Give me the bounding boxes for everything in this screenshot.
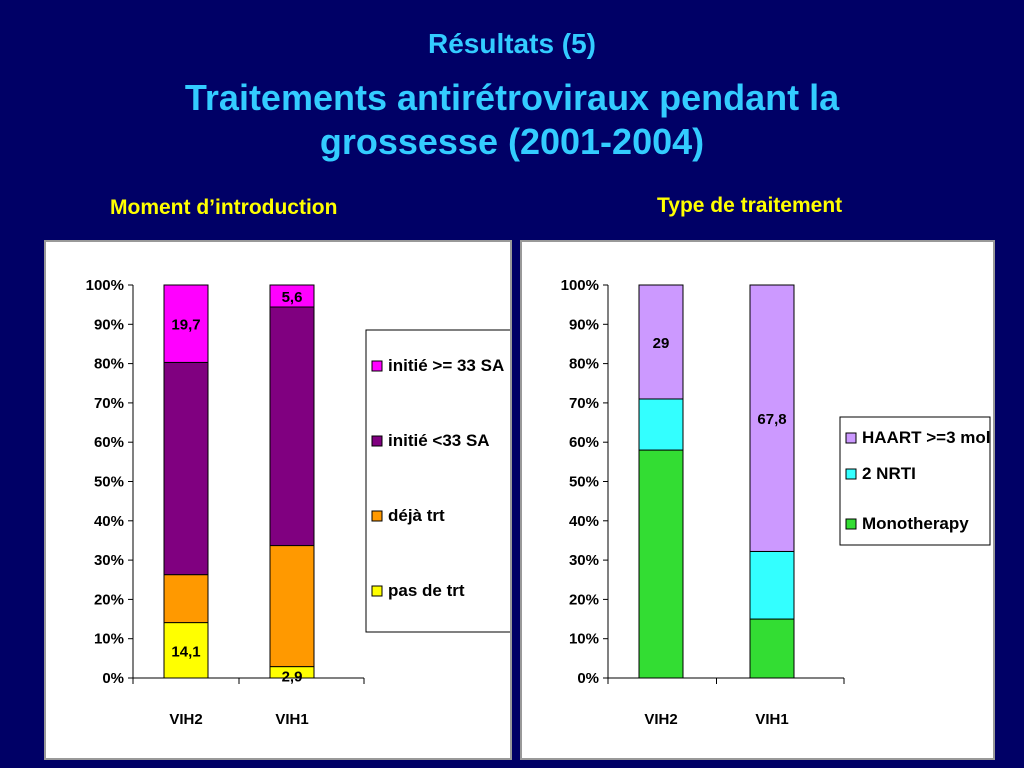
x-category-label: VIH2 [644, 711, 677, 728]
legend-swatch [845, 432, 857, 444]
y-tick-label: 100% [86, 277, 124, 294]
y-tick-label: 90% [94, 316, 124, 333]
data-label: 19,7 [171, 317, 200, 334]
right-chart: 0% 10% 20% 30% 40% 50% 60% 70% 80% 90% 100% 29 VIH2 6… [561, 277, 991, 728]
bar-segment [749, 550, 795, 620]
bar-segment [638, 284, 684, 400]
bar-segment [269, 545, 315, 668]
data-label: 14,1 [171, 643, 200, 660]
legend-label: Monotherapy [862, 514, 969, 533]
n-label-vih1-left: N=3243 [234, 734, 305, 756]
y-tick-label: 40% [569, 513, 599, 530]
y-tick-label: 80% [94, 356, 124, 373]
x-category-label: VIH1 [755, 711, 788, 728]
x-category-label: VIH2 [169, 711, 202, 728]
y-tick-label: 40% [94, 513, 124, 530]
bar-segment [269, 284, 315, 308]
legend-swatch [371, 435, 383, 447]
bar-segment [638, 449, 684, 679]
n-label-vih2-right: N=62 [633, 737, 682, 759]
bar-segment [163, 622, 209, 679]
y-tick-label: 0% [102, 670, 124, 687]
y-tick-label: 60% [94, 434, 124, 451]
y-tick-label: 50% [94, 474, 124, 491]
y-tick-label: 10% [569, 631, 599, 648]
y-tick-label: 70% [569, 395, 599, 412]
data-label: 2,9 [282, 669, 303, 686]
right-chart-box: 0% 10% 20% 30% 40% 50% 60% 70% 80% 90% 100% 29 VIH2 6… [520, 240, 995, 760]
legend-swatch [845, 518, 857, 530]
x-category-label: VIH1 [275, 711, 308, 728]
y-tick-label: 20% [94, 591, 124, 608]
data-label: 67,8 [757, 411, 786, 428]
legend-label: 2 NRTI [862, 464, 916, 483]
legend-label: déjà trt [388, 506, 445, 525]
n-label-vih1-right: N=3167 [750, 734, 821, 756]
bar-segment [749, 284, 795, 552]
slide-title: Traitements antirétroviraux pendant la g… [0, 76, 1024, 164]
bar-segment [163, 284, 209, 363]
left-chart: 0% 10% 20% 30% 40% 50% 60% 70% 80% 90% 100% 14,1 19,… [86, 277, 510, 728]
data-label: 5,6 [282, 289, 303, 306]
y-tick-label: 10% [94, 631, 124, 648]
legend-label: initié <33 SA [388, 431, 490, 450]
bar-segment [638, 398, 684, 451]
y-tick-label: 30% [569, 552, 599, 569]
y-tick-label: 60% [569, 434, 599, 451]
n-label-vih2-left: N=71 [123, 737, 172, 759]
legend-label: initié >= 33 SA [388, 356, 504, 375]
y-tick-label: 70% [94, 395, 124, 412]
y-tick-label: 30% [94, 552, 124, 569]
right-panel-title: Type de traitement [657, 194, 843, 217]
bar-segment [163, 574, 209, 624]
left-chart-box: 0% 10% 20% 30% 40% 50% 60% 70% 80% 90% 100% 14,1 19,… [44, 240, 512, 760]
legend-swatch [371, 510, 383, 522]
legend-swatch [371, 585, 383, 597]
legend-box [365, 329, 510, 633]
bar-segment [749, 618, 795, 679]
legend-box [839, 416, 991, 546]
y-tick-label: 50% [569, 474, 599, 491]
legend-label: pas de trt [388, 581, 465, 600]
y-tick-label: 90% [569, 316, 599, 333]
y-tick-label: 20% [569, 591, 599, 608]
data-label: 29 [653, 335, 670, 352]
legend-swatch [371, 360, 383, 372]
y-tick-label: 80% [569, 356, 599, 373]
bar-segment [163, 361, 209, 576]
y-tick-label: 100% [561, 277, 599, 294]
bar-segment [269, 306, 315, 547]
y-tick-label: 0% [577, 670, 599, 687]
slide-title-line2: grossesse (2001-2004) [319, 121, 705, 162]
slide-title-line1: Traitements antirétroviraux pendant la [184, 77, 840, 118]
section-title: Résultats (5) [427, 28, 597, 59]
legend-swatch [845, 468, 857, 480]
left-panel-title: Moment d’introduction [110, 196, 338, 219]
legend-label: HAART >=3 mol [862, 428, 990, 447]
